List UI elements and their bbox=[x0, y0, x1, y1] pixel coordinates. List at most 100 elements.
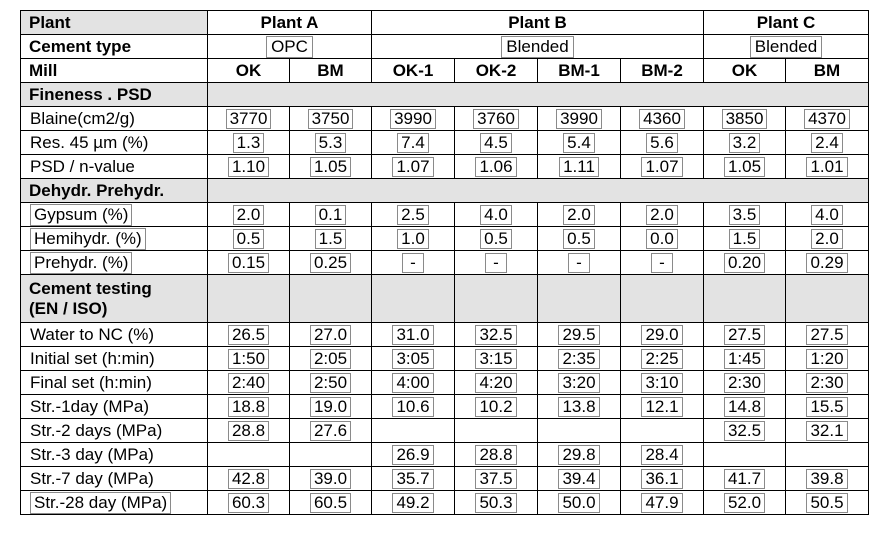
value-cell: 1.11 bbox=[537, 154, 621, 179]
value-cell: 3750 bbox=[289, 106, 372, 131]
cell-value: 2.5 bbox=[397, 204, 429, 225]
table-row: Str.-1day (MPa) 18.8 19.0 10.6 10.2 13.8… bbox=[20, 394, 869, 419]
row-label: Str.-3 day (MPa) bbox=[20, 442, 208, 467]
value-cell: 0.5 bbox=[454, 226, 538, 251]
table-row: Blaine(cm2/g) 3770 3750 3990 3760 3990 4… bbox=[20, 106, 869, 131]
cell-value: 18.8 bbox=[227, 396, 270, 417]
value-cell: 29.0 bbox=[620, 322, 704, 347]
value-cell: 52.0 bbox=[703, 490, 786, 515]
value-cell: 35.7 bbox=[371, 466, 455, 491]
cell-value: 4.5 bbox=[480, 132, 512, 153]
value-cell: 0.1 bbox=[289, 202, 372, 227]
table-row: Initial set (h:min) 1:50 2:05 3:05 3:15 … bbox=[20, 346, 869, 371]
empty-cell bbox=[371, 418, 455, 443]
cell-value: 2:05 bbox=[309, 348, 352, 369]
section-fill bbox=[785, 274, 869, 323]
cell-value: 0.25 bbox=[309, 252, 352, 273]
mill-header: OK-1 bbox=[371, 58, 455, 83]
value-cell: 1.3 bbox=[207, 130, 290, 155]
plant-a-header: Plant A bbox=[207, 10, 372, 35]
row-label: Blaine(cm2/g) bbox=[20, 106, 208, 131]
cell-value: 3750 bbox=[307, 108, 354, 129]
value-cell: - bbox=[620, 250, 704, 275]
value-cell: 3:10 bbox=[620, 370, 704, 395]
cell-value: 27.6 bbox=[309, 420, 352, 441]
cell-value: 15.5 bbox=[806, 396, 848, 417]
value-cell: 2.0 bbox=[537, 202, 621, 227]
cell-value: 1.05 bbox=[723, 156, 766, 177]
value-cell: 1.10 bbox=[207, 154, 290, 179]
section-fill bbox=[207, 274, 290, 323]
cell-value: 5.3 bbox=[314, 132, 347, 153]
value-cell: 0.15 bbox=[207, 250, 290, 275]
value-cell: 1.05 bbox=[703, 154, 786, 179]
value-cell: 1.07 bbox=[620, 154, 704, 179]
cell-value: 1.01 bbox=[806, 156, 848, 177]
table-row: Hemihydr. (%) 0.5 1.5 1.0 0.5 0.5 0.0 1.… bbox=[20, 226, 869, 251]
cell-value: 1.05 bbox=[309, 156, 352, 177]
cell-value: - bbox=[568, 252, 590, 273]
table-row: Gypsum (%) 2.0 0.1 2.5 4.0 2.0 2.0 3.5 4… bbox=[20, 202, 869, 227]
value-cell: 4.5 bbox=[454, 130, 538, 155]
empty-cell bbox=[207, 442, 290, 467]
value-cell: 10.2 bbox=[454, 394, 538, 419]
section-header-dehydration: Dehydr. Prehydr. bbox=[20, 178, 869, 203]
cell-value: - bbox=[402, 252, 424, 273]
row-label: Water to NC (%) bbox=[20, 322, 208, 347]
value-cell: 32.5 bbox=[703, 418, 786, 443]
cell-value: 0.15 bbox=[227, 252, 270, 273]
cell-value: 27.5 bbox=[723, 324, 766, 345]
value-cell: 0.5 bbox=[537, 226, 621, 251]
row-label: Str.-28 day (MPa) bbox=[20, 490, 208, 515]
cell-value: 3:10 bbox=[641, 372, 683, 393]
mill-header: OK bbox=[207, 58, 290, 83]
section-title: Cement testing (EN / ISO) bbox=[20, 274, 208, 323]
plant-b-header: Plant B bbox=[371, 10, 704, 35]
value-cell: 37.5 bbox=[454, 466, 538, 491]
value-cell: 29.5 bbox=[537, 322, 621, 347]
value-cell: 0.20 bbox=[703, 250, 786, 275]
cement-type-b-value: Blended bbox=[501, 35, 574, 58]
cell-value: 37.5 bbox=[475, 468, 517, 489]
plant-c-header: Plant C bbox=[703, 10, 869, 35]
value-cell: 7.4 bbox=[371, 130, 455, 155]
value-cell: 27.5 bbox=[703, 322, 786, 347]
value-cell: 0.25 bbox=[289, 250, 372, 275]
value-cell: 3:15 bbox=[454, 346, 538, 371]
value-cell: 2.0 bbox=[785, 226, 869, 251]
cell-value: 2:30 bbox=[806, 372, 848, 393]
cell-value: 36.1 bbox=[641, 468, 683, 489]
row-label: Str.-2 days (MPa) bbox=[20, 418, 208, 443]
cell-value: 26.9 bbox=[392, 444, 434, 465]
value-cell: 19.0 bbox=[289, 394, 372, 419]
cell-value: 19.0 bbox=[309, 396, 352, 417]
empty-cell bbox=[537, 418, 621, 443]
value-cell: - bbox=[371, 250, 455, 275]
cell-value: 10.2 bbox=[475, 396, 517, 417]
value-cell: 0.29 bbox=[785, 250, 869, 275]
cell-value: 3.2 bbox=[728, 132, 761, 153]
cell-value: 32.5 bbox=[723, 420, 766, 441]
value-cell: 3:20 bbox=[537, 370, 621, 395]
cell-value: 1.07 bbox=[392, 156, 434, 177]
value-cell: 31.0 bbox=[371, 322, 455, 347]
value-cell: 3:05 bbox=[371, 346, 455, 371]
cell-value: 47.9 bbox=[641, 492, 683, 513]
value-cell: 50.5 bbox=[785, 490, 869, 515]
cell-value: 50.5 bbox=[806, 492, 848, 513]
cell-value: 28.4 bbox=[641, 444, 683, 465]
cell-value: 3850 bbox=[721, 108, 768, 129]
table-row: PSD / n-value 1.10 1.05 1.07 1.06 1.11 1… bbox=[20, 154, 869, 179]
mill-header: OK bbox=[703, 58, 786, 83]
value-cell: 3.5 bbox=[703, 202, 786, 227]
value-cell: 27.6 bbox=[289, 418, 372, 443]
cement-type-label: Cement type bbox=[20, 34, 208, 59]
cell-value: 2:25 bbox=[641, 348, 683, 369]
cell-value: 28.8 bbox=[475, 444, 517, 465]
row-label-text: Str.-28 day (MPa) bbox=[30, 491, 172, 514]
cell-value: 2:40 bbox=[227, 372, 270, 393]
value-cell: 1.5 bbox=[703, 226, 786, 251]
cell-value: 2.4 bbox=[811, 132, 843, 153]
cell-value: 60.5 bbox=[309, 492, 352, 513]
section-fill bbox=[207, 82, 869, 107]
